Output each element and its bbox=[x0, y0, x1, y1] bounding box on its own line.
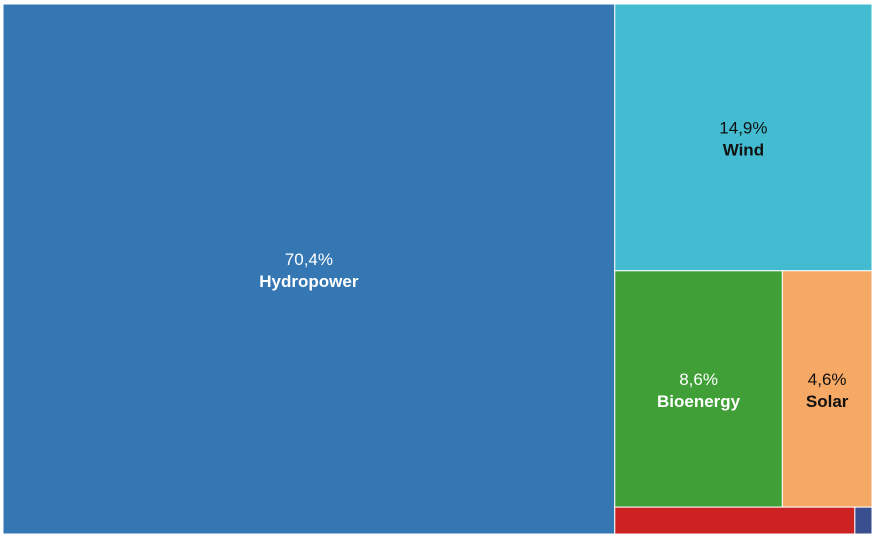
tile-value-label: 70,4% bbox=[285, 250, 333, 269]
tile-name-label: Solar bbox=[806, 392, 849, 411]
tile-name-label: Hydropower bbox=[259, 272, 359, 291]
tile-value-label: 14,9% bbox=[719, 118, 767, 137]
tile-name-label: Wind bbox=[723, 140, 764, 159]
treemap-tile-bioenergy bbox=[614, 270, 783, 508]
treemap-tile-4 bbox=[614, 506, 856, 535]
tiles-layer bbox=[2, 3, 873, 535]
treemap-tile-hydropower bbox=[2, 3, 616, 535]
labels-layer: 70,4% Hydropower 14,9% Wind 8,6% Bioenergy 4,6… bbox=[259, 118, 849, 411]
treemap-tile-wind bbox=[614, 3, 873, 272]
treemap-tile-solar bbox=[781, 270, 873, 508]
tile-value-label: 8,6% bbox=[679, 370, 718, 389]
tile-name-label: Bioenergy bbox=[657, 392, 741, 411]
treemap-tile-5 bbox=[854, 506, 873, 535]
tile-value-label: 4,6% bbox=[808, 370, 847, 389]
